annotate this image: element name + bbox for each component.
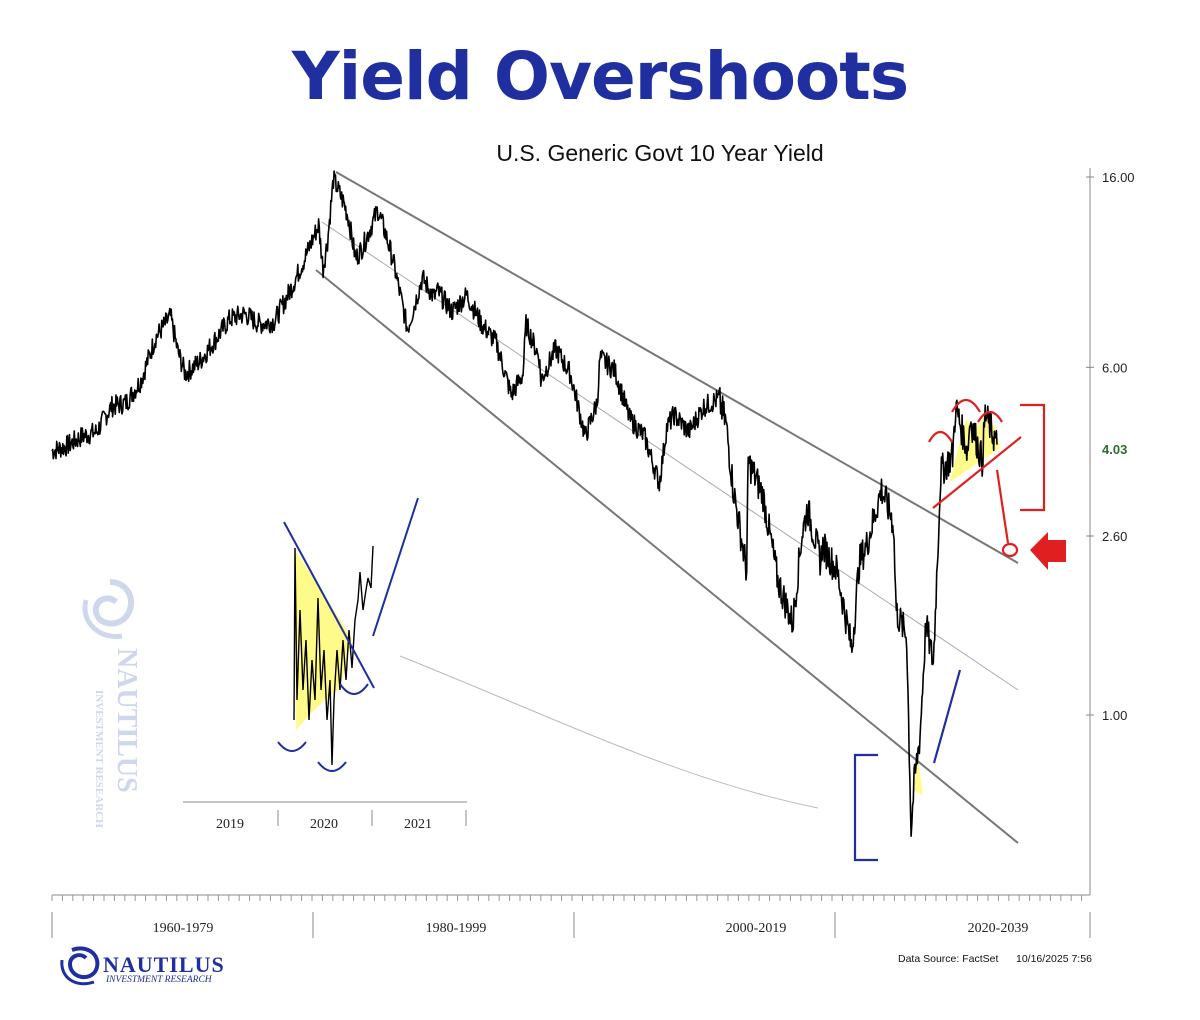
inset-low-arc [317,761,347,772]
watermark-logo-icon [82,579,135,640]
mid-trendline [321,221,1019,691]
x-era-label: 1960-1979 [153,921,214,936]
last-value-label: 4.03 [1102,442,1127,457]
inset-trendline [283,521,375,689]
brand-name: NAUTILUS [103,952,225,977]
brand-tagline: INVESTMENT RESEARCH [105,975,213,985]
neckline [932,436,1022,509]
inset-yield-line [293,545,374,766]
head-arc [951,398,981,413]
x-era-label: 1980-1999 [426,921,487,936]
chart-subtitle: U.S. Generic Govt 10 Year Yield [496,140,824,166]
breakout-line [932,669,962,764]
top-annotations [928,398,1046,558]
y-axis: 16.00 6.00 1.00 2.60 4.03 [1086,168,1135,895]
highlight-area-low [913,760,923,795]
lower-trendline [315,269,1019,844]
x-era-label: 2000-2019 [726,921,787,936]
yield-line [51,170,998,837]
timestamp: 10/16/2025 7:56 [1016,953,1092,965]
inset-x-label: 2020 [310,817,338,832]
red-arrow-icon [1030,532,1066,570]
watermark-tagline: INVESTMENT RESEARCH [93,690,105,828]
x-axis: 1960-1979 1980-1999 2000-2019 2020-2039 [51,894,1091,938]
highlight-area-top [950,415,1000,482]
watermark-name: NAUTILUS [111,648,142,793]
y-tick-label: 16.00 [1102,170,1135,185]
target-bracket [1020,403,1046,512]
y-tick-label-mid: 2.60 [1102,529,1127,544]
y-tick-label: 6.00 [1102,360,1127,375]
y-tick-label: 1.00 [1102,708,1127,723]
inset-breakout-line [372,497,419,637]
trend-channel [315,171,1019,844]
shoulder-arc [977,410,1003,423]
x-era-label: 2020-2039 [968,921,1029,936]
inset-connector [399,655,819,809]
inset-low-arc [277,741,307,752]
inset-low-arc [339,683,369,695]
shoulder-arc [928,430,953,443]
low-bracket [853,753,878,862]
data-source: Data Source: FactSet [898,953,998,965]
nautilus-logo-icon [60,946,100,986]
target-marker [1001,542,1019,558]
inset-chart: 2019 2020 2021 [183,497,467,832]
inset-highlight [294,548,352,730]
inset-x-label: 2019 [216,817,244,832]
upper-trendline [335,171,1019,564]
footer: NAUTILUS INVESTMENT RESEARCH Data Source… [60,946,1092,986]
inset-x-label: 2021 [404,817,432,832]
chart-title: Yield Overshoots [291,38,909,115]
target-pointer [995,469,1010,544]
watermark: NAUTILUS INVESTMENT RESEARCH [82,579,142,828]
